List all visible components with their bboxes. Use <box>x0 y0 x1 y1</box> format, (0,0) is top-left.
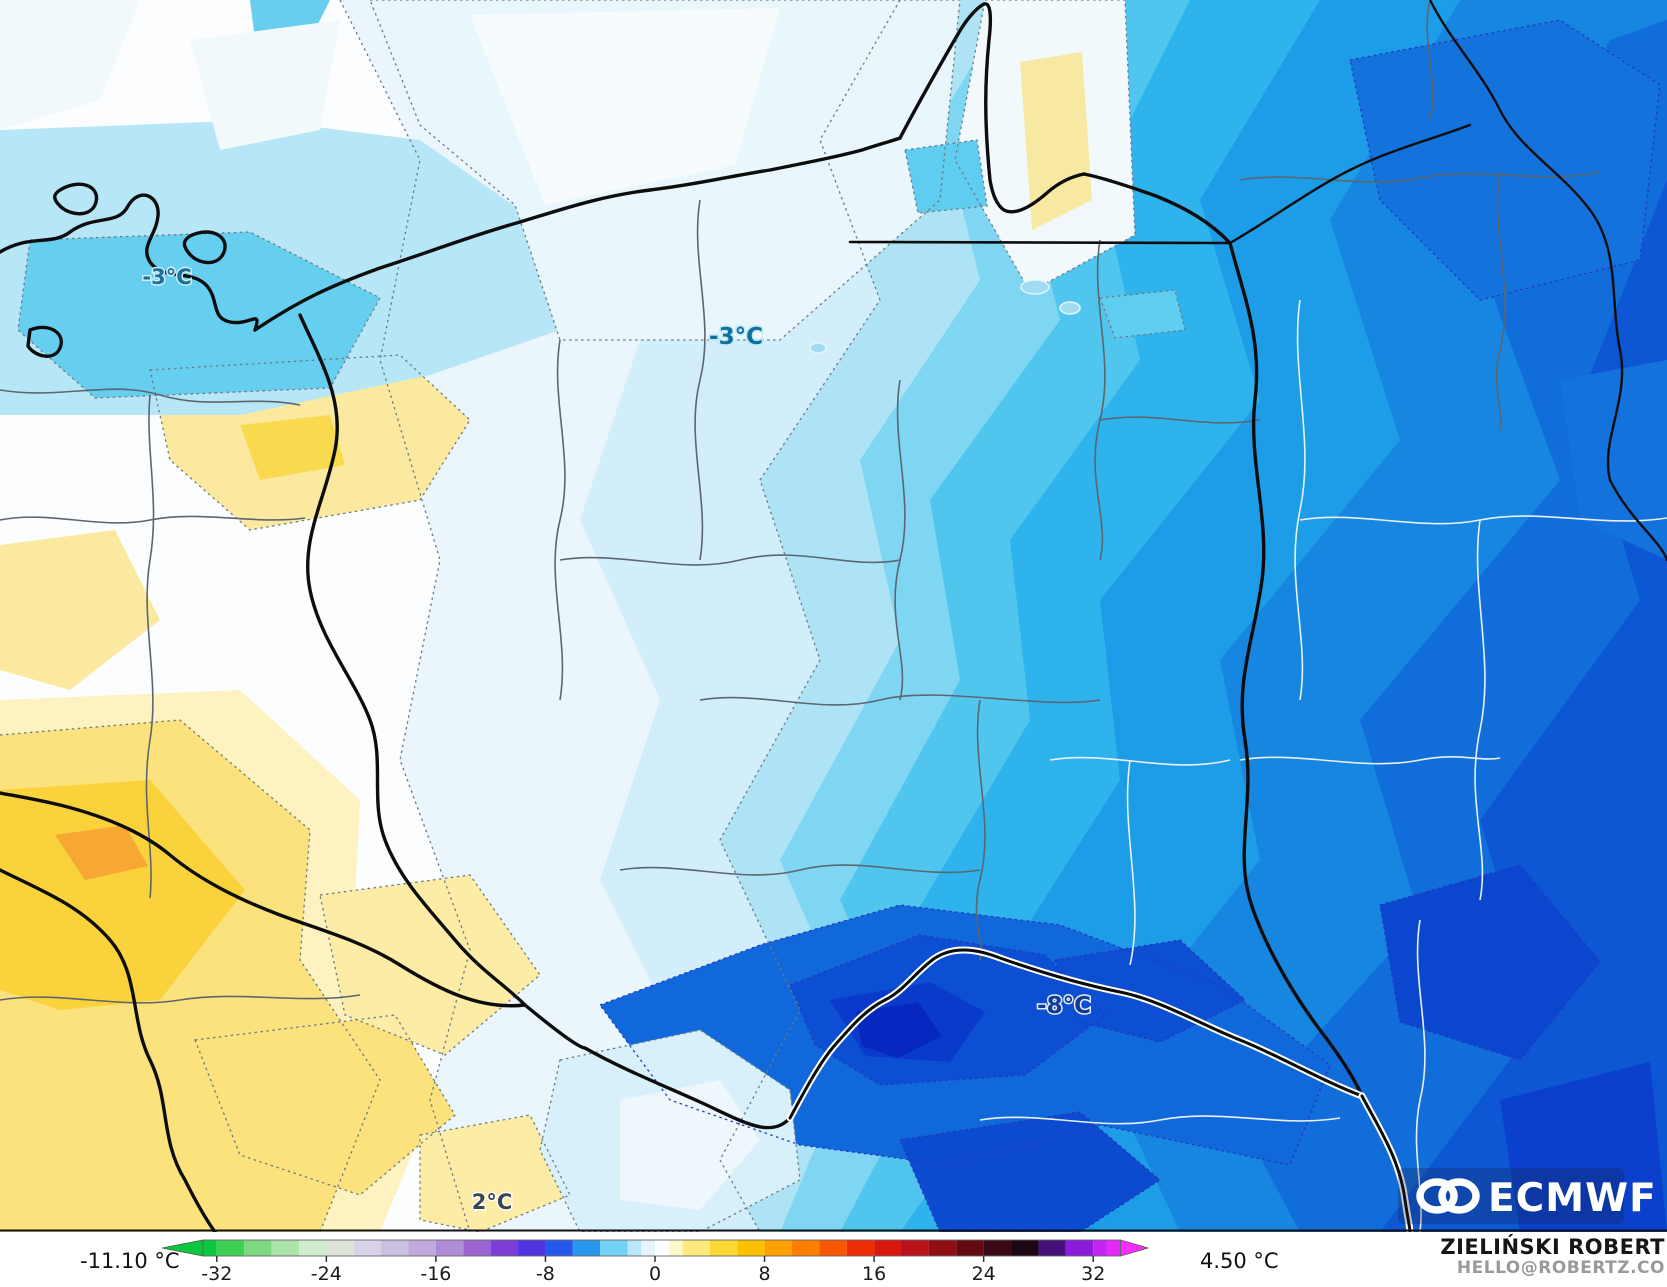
baltic-sea-patches <box>0 0 560 415</box>
colorbar-segment <box>490 1240 519 1256</box>
regional-borders-white <box>979 299 1667 1233</box>
country-borders <box>0 0 1667 1234</box>
colorbar-max-label: 4.50 °C <box>1200 1249 1279 1273</box>
colorbar-outline <box>202 1239 1122 1257</box>
attribution: ZIELIŃSKI ROBERT HELLO@ROBERTZ.CO <box>1440 1235 1665 1279</box>
colorbar-segment <box>901 1240 929 1256</box>
contour-dotted-lines <box>0 0 1186 1233</box>
germany-positive-anomaly <box>0 0 570 1232</box>
colorbar-tick-label: -32 <box>201 1263 232 1285</box>
attribution-email: HELLO@ROBERTZ.CO <box>1456 1258 1665 1279</box>
contour-dotted-lines-dark <box>598 19 1661 1233</box>
colorbar-segment <box>1011 1240 1039 1256</box>
colorbar-segment <box>627 1240 642 1256</box>
temperature-label-southwest: 2°C <box>472 1190 513 1214</box>
colorbar-segment <box>737 1240 765 1256</box>
colorbar-segment <box>353 1240 382 1256</box>
colorbar-segment <box>518 1240 546 1256</box>
colorbar-panel: -11.10 °C -32 -24 -16 -8 0 8 16 24 32 4.50 °C ZI… <box>0 1232 1667 1287</box>
colorbar: -32 -24 -16 -8 0 8 16 24 32 <box>161 1239 1150 1285</box>
colorbar-tick-label: 32 <box>1081 1263 1105 1285</box>
colorbar-segment <box>435 1240 464 1256</box>
colorbar-segment <box>791 1240 820 1256</box>
colorbar-segment <box>244 1240 272 1256</box>
ecmwf-logo-text: ECMWF <box>1488 1176 1657 1221</box>
colorbar-tick-label: -16 <box>420 1263 451 1285</box>
colorbar-segment <box>298 1240 327 1256</box>
colorbar-segment <box>928 1240 957 1256</box>
colorbar-segment <box>682 1240 710 1256</box>
colorbar-segment <box>655 1240 669 1256</box>
temperature-labels: -3°C -3°C -8°C 2°C <box>141 264 1093 1216</box>
colorbar-tick-label: 16 <box>862 1263 886 1285</box>
colorbar-right-arrow <box>1120 1239 1150 1257</box>
colorbar-segment <box>203 1240 217 1256</box>
colorbar-tick-label: 24 <box>972 1263 996 1285</box>
colorbar-segment <box>846 1240 875 1256</box>
colorbar-segment <box>668 1240 683 1256</box>
colorbar-min-label: -11.10 °C <box>80 1249 180 1273</box>
colorbar-segment <box>463 1240 491 1256</box>
colorbar-tick-label: 0 <box>649 1263 661 1285</box>
colorbar-segment <box>874 1240 902 1256</box>
map-svg: -3°C -3°C -8°C 2°C ECMWF <box>0 0 1667 1236</box>
colorbar-segment <box>408 1240 436 1256</box>
colorbar-segment <box>572 1240 601 1256</box>
colorbar-left-arrow <box>161 1239 204 1257</box>
carpathian-border <box>786 946 1414 1236</box>
colorbar-tick-label: -8 <box>536 1263 555 1285</box>
colorbar-segment <box>1038 1240 1066 1256</box>
temperature-label-baltic: -3°C <box>142 265 191 289</box>
regional-borders-gray <box>0 0 1601 1004</box>
colorbar-segment <box>600 1240 628 1256</box>
ecmwf-logo: ECMWF <box>1398 1168 1657 1224</box>
colorbar-segment <box>819 1240 847 1256</box>
map-area: -3°C -3°C -8°C 2°C ECMWF <box>0 0 1667 1236</box>
colorbar-tick-label: -24 <box>311 1263 342 1285</box>
colorbar-segment <box>709 1240 738 1256</box>
northeast-dark-patches <box>1350 20 1667 560</box>
colorbar-segment <box>1106 1240 1121 1256</box>
attribution-name: ZIELIŃSKI ROBERT <box>1440 1235 1665 1259</box>
topcenter-pale-zone <box>370 0 1185 340</box>
temperature-label-north: -3°C <box>709 324 763 350</box>
colorbar-segment <box>956 1240 984 1256</box>
colorbar-segment <box>271 1240 299 1256</box>
ecmwf-logo-icon <box>1416 1178 1480 1214</box>
colorbar-segment <box>764 1240 792 1256</box>
colorbar-segment <box>641 1240 655 1256</box>
colorbar-segment <box>1065 1240 1094 1256</box>
colorbar-segment <box>545 1240 573 1256</box>
colorbar-segment <box>983 1240 1012 1256</box>
colorbar-tick-label: 8 <box>759 1263 771 1285</box>
colorbar-segment <box>216 1240 245 1256</box>
colorbar-segment <box>381 1240 409 1256</box>
colorbar-segment <box>326 1240 354 1256</box>
colorbar-segment <box>1093 1240 1107 1256</box>
lakes <box>809 279 1081 354</box>
temperature-label-south: -8°C <box>1037 993 1091 1019</box>
